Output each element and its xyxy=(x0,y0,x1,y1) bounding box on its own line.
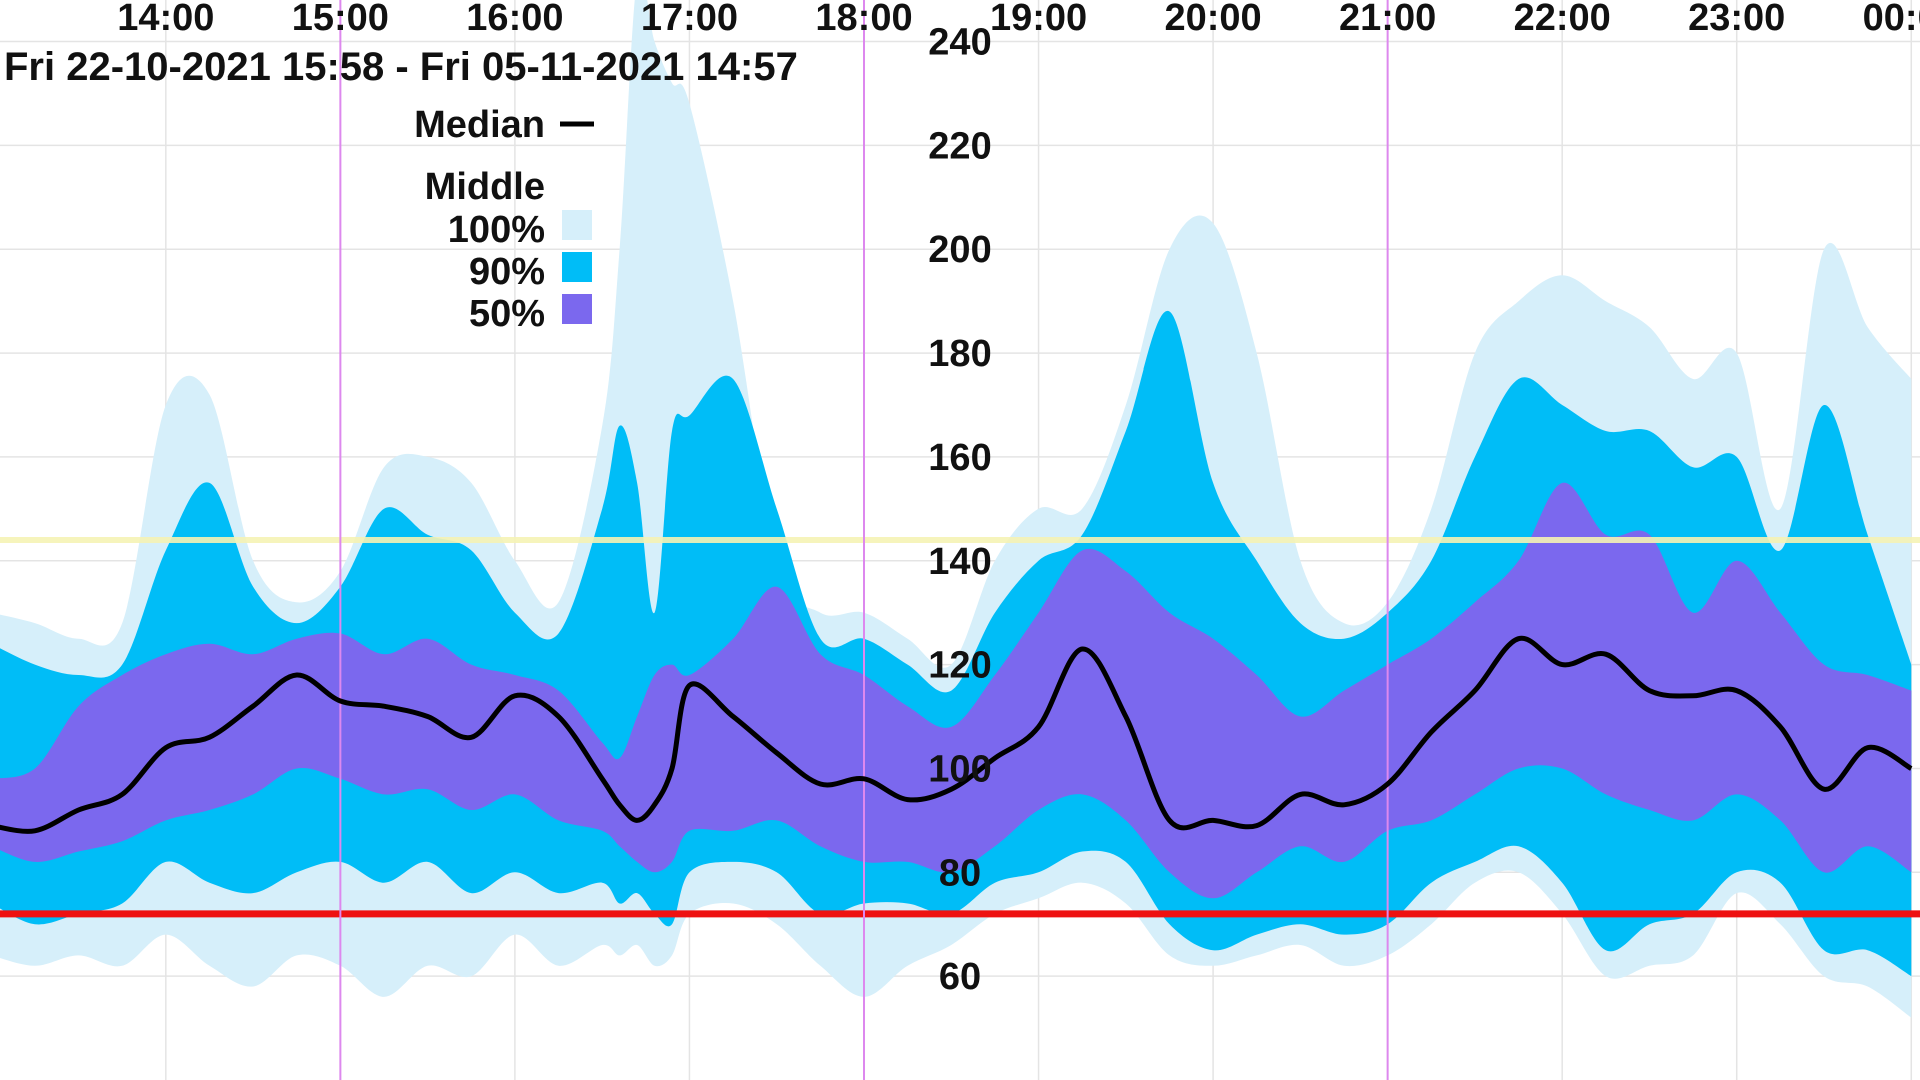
x-tick-1600: 16:00 xyxy=(466,0,563,39)
x-tick-1900: 19:00 xyxy=(990,0,1087,39)
percentile-bands xyxy=(0,0,1912,1018)
legend-middle-label: Middle xyxy=(425,166,545,208)
legend-item-90-swatch xyxy=(562,252,592,282)
y-tick-100: 100 xyxy=(928,748,991,790)
legend-item-100-swatch xyxy=(562,210,592,240)
band-50-area xyxy=(0,482,1912,899)
x-tick-1500: 15:00 xyxy=(292,0,389,39)
legend-median-label: Median xyxy=(414,104,545,146)
x-tick-2200: 22:00 xyxy=(1514,0,1611,39)
legend: Median Middle 100% 90% 50% xyxy=(414,104,594,335)
x-tick-1400: 14:00 xyxy=(117,0,214,39)
x-tick-2000: 20:00 xyxy=(1164,0,1261,39)
legend-item-50-swatch xyxy=(562,294,592,324)
y-tick-80: 80 xyxy=(939,852,981,894)
target-lines xyxy=(0,537,1920,918)
legend-item-90-label: 90% xyxy=(469,251,545,293)
x-tick-1700: 17:00 xyxy=(641,0,738,39)
day-dividers xyxy=(339,0,1389,1080)
y-tick-220: 220 xyxy=(928,125,991,167)
y-tick-180: 180 xyxy=(928,333,991,375)
y-tick-140: 140 xyxy=(928,541,991,583)
y-axis-ticks: 60 80 100 120 140 160 180 200 220 240 xyxy=(928,22,991,999)
x-tick-1800: 18:00 xyxy=(815,0,912,39)
x-tick-2100: 21:00 xyxy=(1339,0,1436,39)
legend-item-50-label: 50% xyxy=(469,293,545,335)
x-tick-2300: 23:00 xyxy=(1688,0,1785,39)
y-tick-160: 160 xyxy=(928,437,991,479)
median-line xyxy=(0,635,1913,834)
y-tick-120: 120 xyxy=(928,645,991,687)
median-layer xyxy=(0,635,1913,834)
x-tick-0000: 00:00 xyxy=(1863,0,1920,39)
legend-item-100-label: 100% xyxy=(448,209,545,251)
x-axis-ticks: 14:00 15:00 16:00 17:00 18:00 19:00 20:00 21:00… xyxy=(117,0,1920,39)
y-tick-200: 200 xyxy=(928,229,991,271)
y-tick-240: 240 xyxy=(928,22,991,64)
y-tick-60: 60 xyxy=(939,956,981,998)
date-range-label: Fri 22-10-2021 15:58 - Fri 05-11-2021 14… xyxy=(4,45,798,89)
